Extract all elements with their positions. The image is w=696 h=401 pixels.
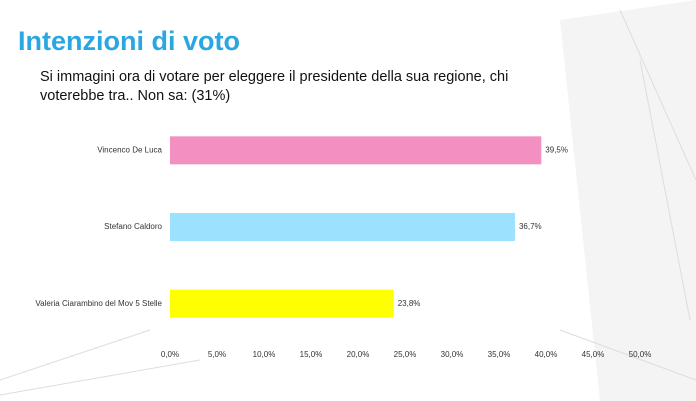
x-tick-label: 15,0% <box>300 350 323 359</box>
x-tick-label: 10,0% <box>253 350 276 359</box>
x-tick-label: 40,0% <box>535 350 558 359</box>
deco-line <box>0 329 151 381</box>
subtitle: Si immagini ora di votare per eleggere i… <box>40 69 509 104</box>
title: Intenzioni di voto <box>18 26 240 56</box>
deco-line <box>559 329 696 381</box>
value-label: 36,7% <box>519 222 542 231</box>
bar <box>170 136 542 165</box>
deco-line <box>619 9 696 181</box>
value-label: 39,5% <box>545 145 568 154</box>
bar <box>170 289 394 318</box>
x-tick-label: 45,0% <box>582 350 605 359</box>
deco-panel <box>560 0 696 401</box>
category-label: Vincenco De Luca <box>97 145 162 154</box>
deco-line <box>0 359 201 396</box>
x-tick-label: 50,0% <box>629 350 652 359</box>
x-tick-label: 5,0% <box>208 350 226 359</box>
x-tick-label: 25,0% <box>394 350 417 359</box>
deco-line <box>639 59 691 321</box>
x-tick-label: 0,0% <box>161 350 179 359</box>
x-tick-label: 35,0% <box>488 350 511 359</box>
category-label: Stefano Caldoro <box>104 222 162 231</box>
bar <box>170 213 515 241</box>
x-tick-label: 30,0% <box>441 350 464 359</box>
value-label: 23,8% <box>398 299 421 308</box>
category-label: Valeria Ciarambino del Mov 5 Stelle <box>35 299 162 308</box>
x-tick-label: 20,0% <box>347 350 370 359</box>
